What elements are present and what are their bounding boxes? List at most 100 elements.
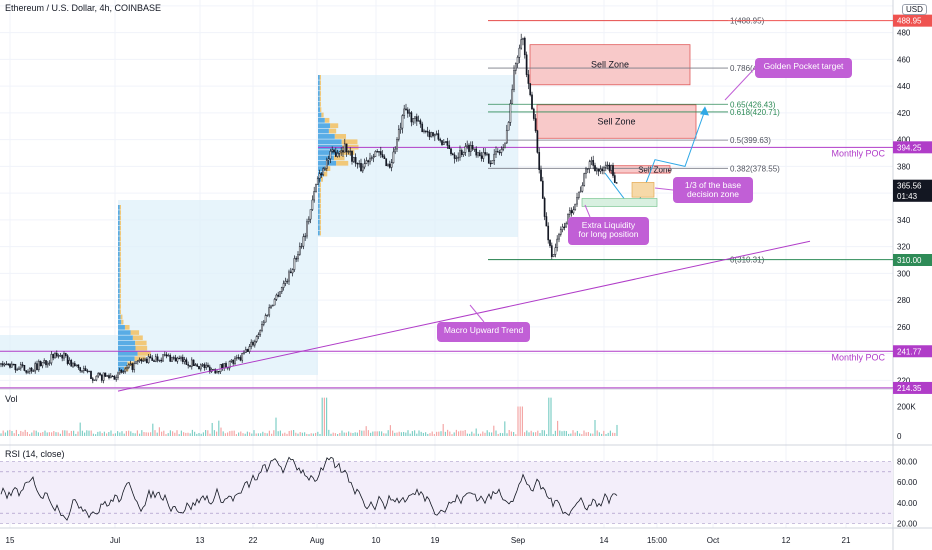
candle-body [90,370,92,379]
candle-body [477,152,479,156]
price-axis-tick: 340 [897,216,911,225]
candle-body [117,372,119,378]
candle-body [343,143,346,153]
candle-body [423,130,425,133]
candle-body [144,358,146,361]
monthly-poc-lines[interactable]: Monthly POC Monthly POC [0,146,893,389]
candle-body [581,185,584,192]
candle-body [354,157,357,164]
candle-body [608,164,611,171]
volume-profile-bar [339,150,355,155]
volume-profile-bar [319,80,321,86]
volume-profile-bar [319,96,321,102]
rsi-line [0,456,618,521]
candle-body [570,210,573,214]
candle-body [178,357,181,360]
volume-profile-bar [318,225,320,231]
fib-retracement[interactable]: 1(488.95)0.786(40.65(426.43)0.618(420.71… [488,17,893,265]
volume-profile-bar [118,330,131,335]
candle-body [270,305,272,308]
volume-profile-bar [319,230,321,236]
time-axis-tick: 15:00 [647,536,668,545]
candle-body [365,160,368,164]
candle-body [360,163,362,172]
candle-body [237,357,240,359]
candle-body [358,163,361,165]
sell-zone-label: Sell Zone [638,165,672,174]
callout-pointer [584,204,591,218]
volume-profile-bar [119,231,121,236]
candle-body [554,247,557,255]
candle-body [131,363,134,370]
time-axis[interactable]: 15 Jul 13 22 Aug 10 19 Sep 14 15:00 Oct 12 21 [6,536,851,545]
volume-profile-bar [118,351,138,356]
candle-body [500,149,503,153]
volume-profile-bar [118,272,120,278]
projection-arrowhead [700,106,709,116]
candle-body [180,356,182,360]
projection-path[interactable] [581,106,709,207]
candle-body [441,140,443,145]
candle-body [198,366,200,370]
callouts[interactable]: Golden Pocket target 1/3 of the basedecis… [437,58,852,342]
liquidity-callout-text: for long position [578,229,638,239]
candle-body [207,364,209,368]
candle-body [0,363,2,365]
volume-profile-bar [118,335,133,341]
volume-profile-bar [319,214,321,220]
candle-body [487,153,490,164]
volume-bars [0,397,618,436]
candle-body [244,349,247,353]
candle-body [424,130,427,132]
price-tag-text: 241.77 [897,347,922,356]
candle-body [376,151,379,153]
volume-profile-backgrounds [0,75,518,375]
candle-body [217,370,220,373]
sell-zones[interactable]: Sell Zone Sell Zone Sell Zone [529,44,697,175]
macro-trend-line[interactable] [117,240,811,392]
price-axis-tick: 380 [897,162,911,171]
time-axis-tick: 21 [842,536,851,545]
volume-profile-bar [318,107,320,112]
candle-body [457,156,460,159]
volume-profile-bar [318,182,320,188]
fib-level-label: 0.382(378.55) [730,164,780,173]
candle-body [315,184,317,192]
volume-profile-bar [130,330,140,335]
volume-profile-bar [318,80,320,86]
time-axis-tick: 12 [782,536,791,545]
price-tag-text: 01:43 [897,192,918,201]
candle-body [329,151,332,160]
chart-title: Ethereum / U.S. Dollar, 4h, COINBASE [5,3,162,13]
candle-body [241,353,244,361]
volume-profile-bar [134,356,146,361]
volume-profile-bar [318,219,320,225]
candle-body [271,304,274,307]
candle-body [480,155,483,159]
candle-body [298,246,301,255]
volume-profile-bar [319,182,321,188]
candle-body [82,368,85,371]
volume-profile-bar [318,91,320,96]
candle-body [313,191,316,201]
candle-body [496,151,499,153]
price-axis[interactable]: 2202402602803003203403603804004204404604… [893,14,932,529]
volume-profile-bar [319,209,321,214]
currency-badge[interactable]: USD [902,4,927,15]
volume-profile-bar [119,283,121,288]
candle-body [484,152,487,155]
candle-body [401,115,404,129]
time-axis-tick: 10 [372,536,381,545]
volume-profile-bar [319,101,321,107]
candle-body [185,359,188,365]
candle-body [104,372,107,377]
candle-body [262,321,265,325]
candle-body [460,150,463,156]
volume-profile-bar [119,205,121,210]
candle-body [369,157,371,163]
volume-profile-bar [118,283,120,288]
volume-profile-bar [118,298,120,304]
candle-body [561,226,564,230]
candle-body [39,360,42,367]
